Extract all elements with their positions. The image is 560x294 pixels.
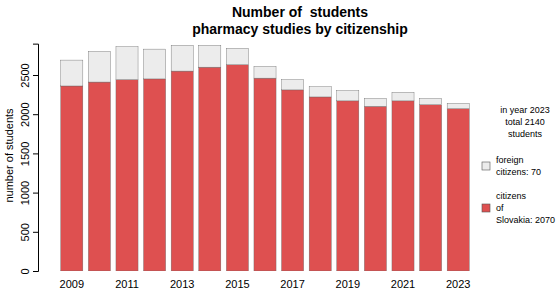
axis-title: number of students <box>3 108 15 203</box>
bar <box>171 71 193 271</box>
bar <box>199 45 221 67</box>
tick: 2017 <box>280 278 304 290</box>
tick: 2021 <box>391 278 415 290</box>
tick: 2011 <box>115 278 139 290</box>
bar <box>116 80 138 271</box>
title: Number of studentspharmacy studies by ci… <box>192 4 408 37</box>
annotation: in year 2023total 2140students <box>500 105 550 139</box>
bar <box>226 48 248 64</box>
y-axis: 0 500 1000 1500 2000 2500 <box>19 44 39 274</box>
tick-mark <box>33 232 38 233</box>
tick: 2009 <box>60 278 84 290</box>
bar <box>309 87 331 97</box>
bar <box>420 99 442 105</box>
legend-label: foreigncitizens: 70 <box>496 155 541 177</box>
tick: 2023 <box>446 278 470 290</box>
tick: 2019 <box>336 278 360 290</box>
tick: 500 <box>19 223 38 241</box>
axis-line <box>33 44 39 271</box>
tick-mark <box>33 75 38 76</box>
bar <box>282 90 304 271</box>
tick-label: 2013 <box>170 278 194 290</box>
tick-label: 2009 <box>60 278 84 290</box>
bar <box>144 49 166 79</box>
tick-mark <box>33 271 38 272</box>
bar <box>392 101 414 271</box>
bar <box>392 92 414 101</box>
tick: 0 <box>19 268 38 274</box>
tick-label: 1000 <box>19 181 31 205</box>
tick: 2500 <box>19 63 38 87</box>
bar <box>364 106 386 271</box>
tick-label: 2500 <box>19 63 31 87</box>
tick-label: 500 <box>19 223 31 241</box>
bar <box>447 109 469 271</box>
bar <box>199 67 221 271</box>
bar <box>364 99 386 107</box>
bar <box>282 80 304 90</box>
tick-mark <box>33 153 38 154</box>
bars <box>61 45 469 271</box>
tick-label: 2000 <box>19 102 31 126</box>
bar <box>144 79 166 271</box>
bar <box>116 47 138 80</box>
bar <box>61 60 83 86</box>
tick-label: 2023 <box>446 278 470 290</box>
bar <box>61 86 83 271</box>
tick: 2015 <box>225 278 249 290</box>
tick-label: 2019 <box>336 278 360 290</box>
tick: 2000 <box>19 102 38 126</box>
tick-label: 1500 <box>19 142 31 166</box>
tick: 2013 <box>170 278 194 290</box>
bar <box>88 82 110 271</box>
tick: 1000 <box>19 181 38 205</box>
bar <box>88 51 110 82</box>
bar <box>420 105 442 271</box>
legend: foreigncitizens: 70 citizensofSlovakia: 2… <box>482 155 555 225</box>
tick-label: 2017 <box>280 278 304 290</box>
tick-label: 2011 <box>115 278 139 290</box>
tick-label: 2015 <box>225 278 249 290</box>
tick-mark <box>33 114 38 115</box>
bar <box>254 78 276 271</box>
tick: 1500 <box>19 142 38 166</box>
legend-label: citizensofSlovakia: 2070 <box>496 191 555 225</box>
legend-swatch <box>482 204 490 212</box>
legend-swatch <box>482 162 490 170</box>
bar <box>171 45 193 71</box>
bar <box>226 65 248 271</box>
bar <box>337 91 359 101</box>
tick-label: 2021 <box>391 278 415 290</box>
x-axis: 2009 2011 2013 2015 2017 2019 2021 2023 <box>60 278 471 290</box>
tick-label: 0 <box>19 268 31 274</box>
tick-mark <box>33 193 38 194</box>
bar <box>447 103 469 108</box>
chart: Number of studentspharmacy studies by ci… <box>0 0 560 294</box>
bar <box>254 66 276 78</box>
bar <box>309 97 331 271</box>
bar <box>337 101 359 271</box>
